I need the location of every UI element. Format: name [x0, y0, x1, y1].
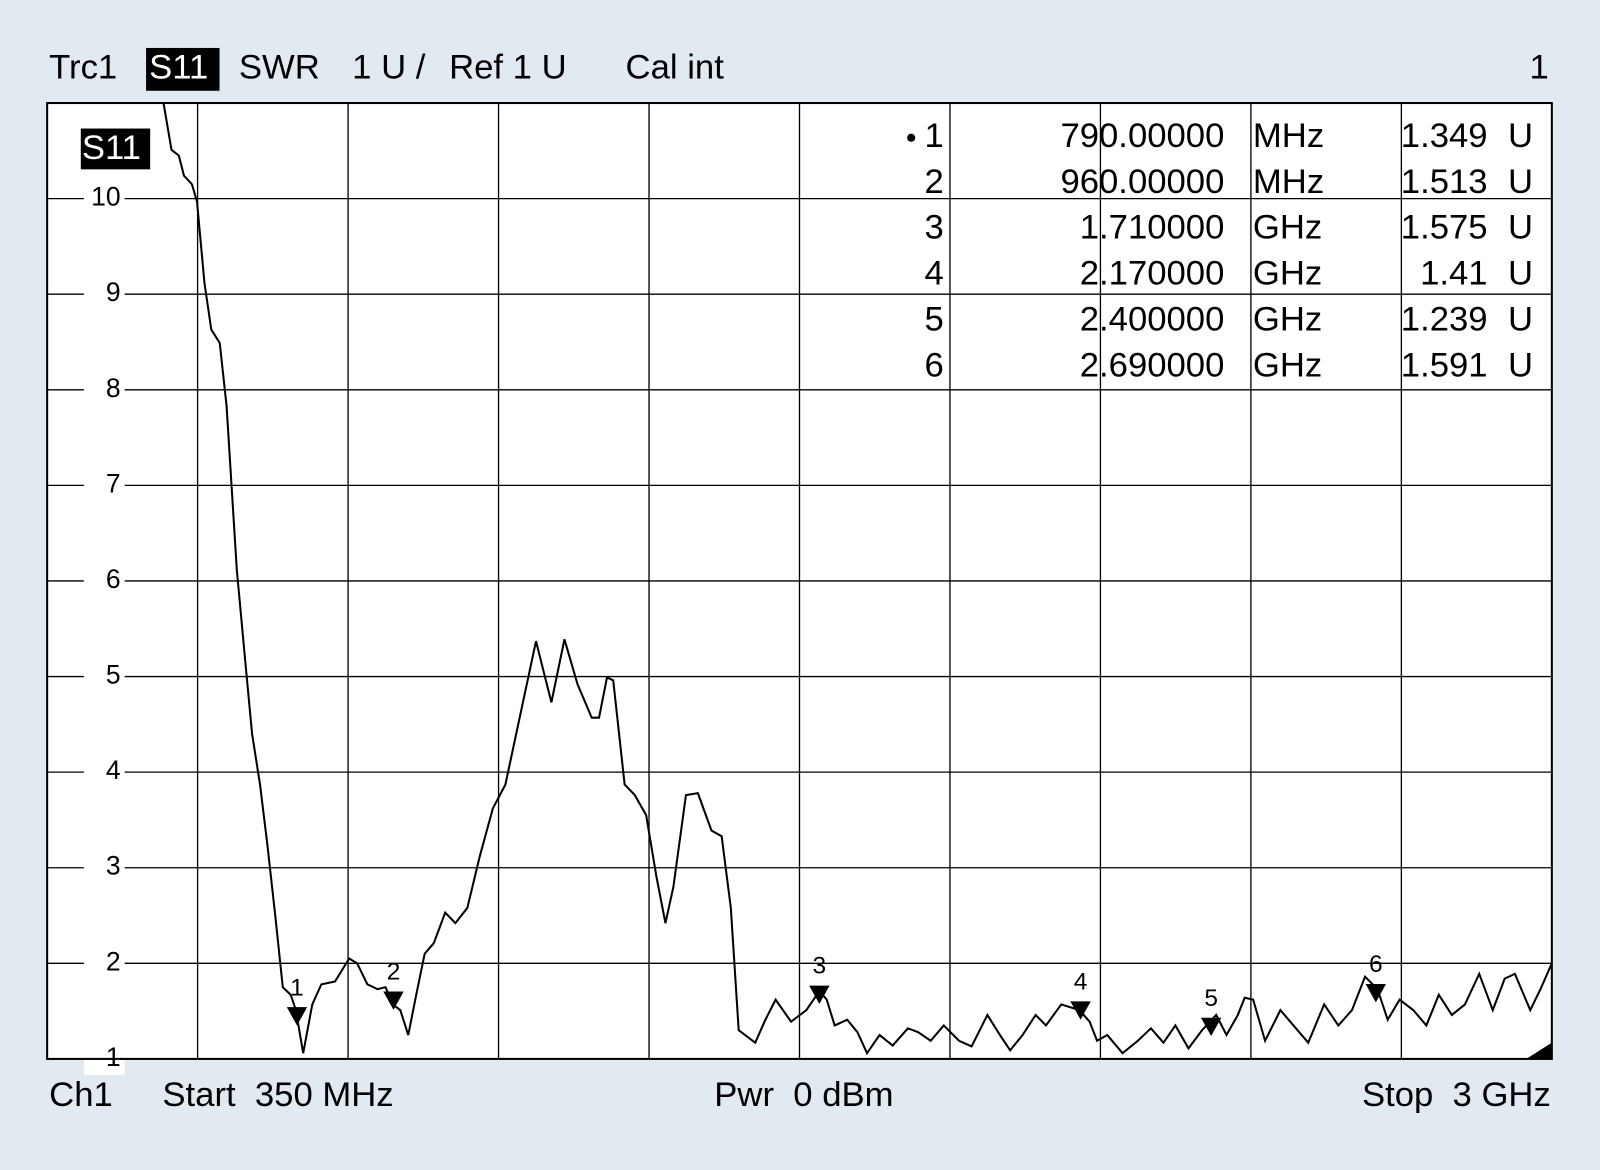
marker-number: 5: [1204, 985, 1218, 1012]
scale-label: 1 U /: [352, 49, 426, 87]
channel-number: 1: [1529, 49, 1548, 87]
marker-table-x: 960.00000: [1060, 163, 1224, 201]
marker-number: 1: [290, 974, 304, 1001]
marker-table-unit: U: [1508, 346, 1533, 384]
marker-table-unit: U: [1508, 117, 1533, 155]
marker-triangle: [1200, 1017, 1222, 1037]
marker-number: 4: [1074, 968, 1088, 995]
y-tick-label: 2: [106, 946, 121, 976]
grid: 1 2 3 4 5 6 7 8 9 10: [47, 103, 1552, 1076]
marker-table-value: 1.575: [1401, 209, 1488, 247]
marker-table-x-unit: GHz: [1253, 209, 1322, 247]
marker-table-x-unit: GHz: [1253, 301, 1322, 339]
legend-entry: S11: [82, 129, 141, 167]
y-tick-label: 9: [106, 277, 121, 307]
y-tick-label: 3: [106, 851, 121, 881]
plot-frame: [46, 102, 1553, 1060]
marker-table-value: 1.591: [1401, 346, 1488, 384]
marker-number: 6: [1369, 951, 1383, 978]
tick-label-bg: [83, 564, 125, 598]
marker-table-name: 5: [925, 301, 944, 339]
marker-table-x: 2.690000: [1080, 346, 1225, 384]
active-marker-dot: [907, 133, 916, 142]
footer-stop: Stop 3 GHz: [1362, 1076, 1551, 1114]
legend-box: [80, 128, 151, 170]
marker-triangle: [383, 991, 404, 1010]
marker-table-unit: U: [1508, 209, 1533, 247]
tick-label-bg: [83, 373, 125, 407]
marker-table-unit: U: [1508, 163, 1533, 201]
y-tick-label: 4: [106, 755, 121, 785]
marker-table-name: 3: [925, 209, 944, 247]
tick-label-bg: [83, 851, 125, 885]
tick-label-bg: [83, 277, 125, 311]
trace-layer: [162, 103, 1552, 1056]
param-highlight: [146, 47, 220, 91]
marker-table-value: 1.41: [1420, 255, 1487, 293]
marker-triangle: [1365, 984, 1387, 1003]
tick-label-bg: [83, 469, 125, 502]
marker-table-name: 1: [925, 117, 944, 155]
y-tick-label: 5: [106, 660, 121, 690]
footer-channel: Ch1: [49, 1076, 113, 1114]
marker-table-unit: U: [1508, 255, 1533, 293]
y-tick-label: 1: [106, 1042, 121, 1072]
ref-label: Ref 1 U: [449, 49, 567, 87]
marker-triangle: [286, 1007, 308, 1026]
tick-label-bg: [83, 660, 125, 693]
marker-table-x-unit: GHz: [1253, 346, 1322, 384]
marker-table-x: 790.00000: [1060, 117, 1224, 155]
marker-layer: 1 1 790.00000 MHz 1.349 U 2 2 960.00000 MHz 1.513 U…: [286, 117, 1533, 1037]
tick-label-bg: [83, 182, 125, 215]
marker-table-x-unit: GHz: [1253, 255, 1322, 293]
marker-table-name: 2: [925, 163, 944, 201]
marker-number: 3: [813, 953, 827, 980]
marker-triangle: [809, 985, 830, 1004]
marker-table-name: 4: [925, 255, 944, 293]
trace-line: [162, 103, 1552, 1056]
format-label: SWR: [239, 49, 320, 87]
trace-label: Trc1: [49, 49, 117, 87]
y-tick-label: 7: [106, 468, 121, 498]
marker-table-x-unit: MHz: [1253, 117, 1324, 155]
marker-table-name: 6: [925, 346, 944, 384]
corner-indicator: [1526, 1042, 1552, 1059]
marker-number: 2: [387, 959, 401, 986]
marker-table-x: 1.710000: [1080, 209, 1225, 247]
marker-table-unit: U: [1508, 301, 1533, 339]
y-tick-label: 10: [91, 182, 121, 212]
footer-power: Pwr 0 dBm: [714, 1076, 893, 1114]
marker-table-value: 1.239: [1401, 301, 1488, 339]
param-label: S11: [149, 49, 208, 87]
marker-table-x: 2.400000: [1080, 301, 1225, 339]
y-tick-label: 8: [106, 373, 121, 403]
marker-triangle: [1070, 1001, 1091, 1020]
tick-label-bg: [83, 755, 125, 789]
marker-table-value: 1.349: [1401, 117, 1488, 155]
cal-label: Cal int: [626, 49, 725, 87]
marker-table-x-unit: MHz: [1253, 163, 1324, 201]
tick-label-bg: [83, 946, 125, 980]
y-tick-label: 6: [106, 564, 121, 594]
marker-table-x: 2.170000: [1080, 255, 1225, 293]
footer-start: Start 350 MHz: [162, 1076, 393, 1114]
marker-table-value: 1.513: [1401, 163, 1488, 201]
